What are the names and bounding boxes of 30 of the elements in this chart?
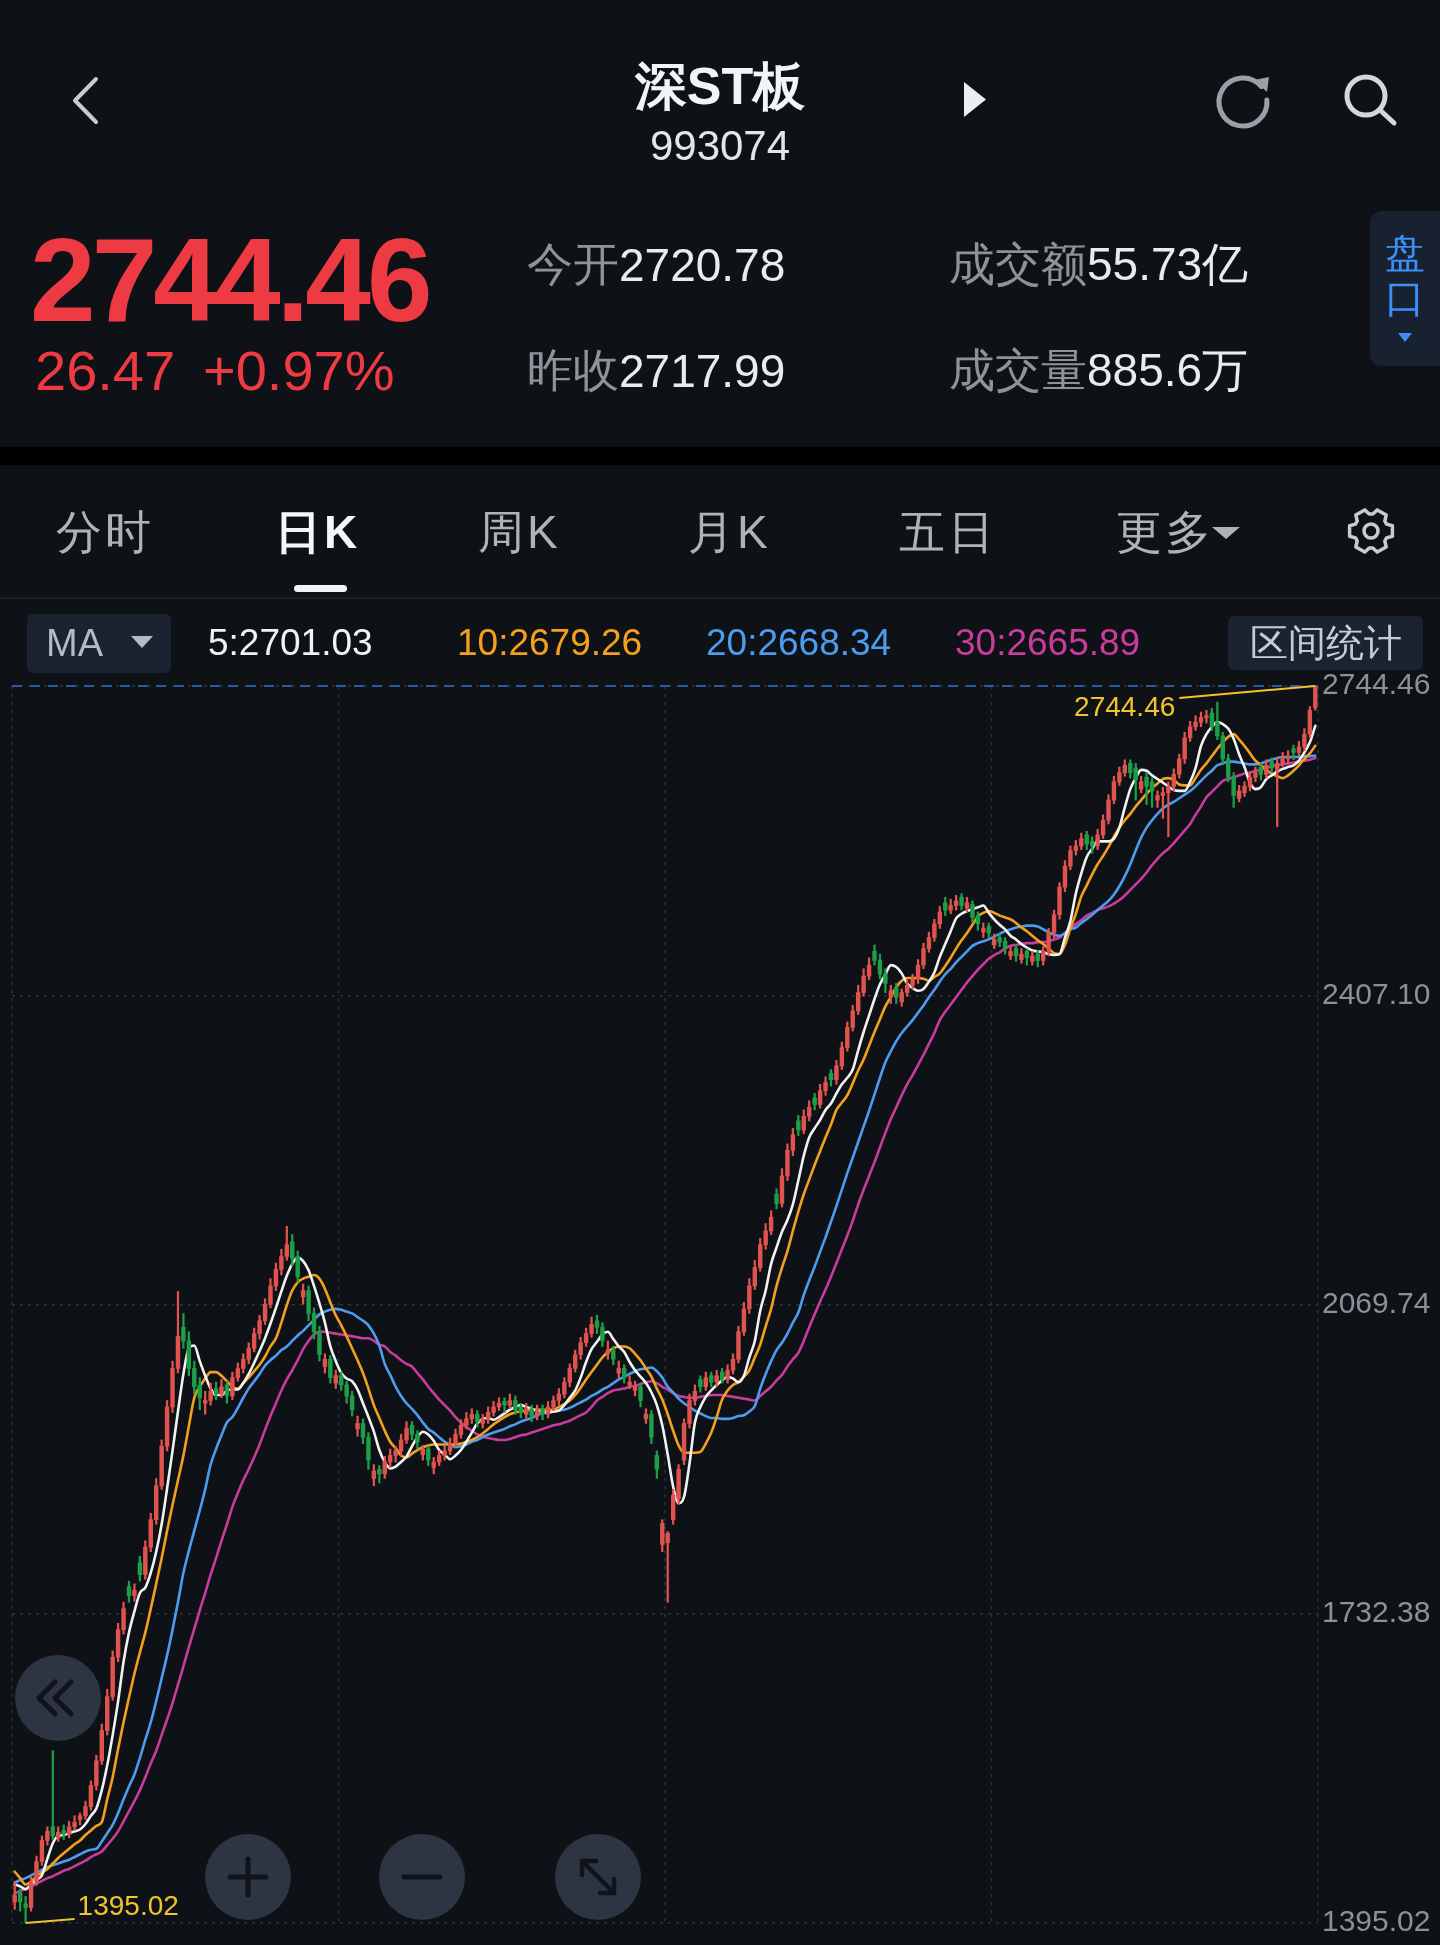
text: 日K: [275, 505, 361, 560]
text: 周K: [478, 505, 561, 560]
text: 20:2668.34: [706, 622, 892, 664]
text: 成交额: [949, 237, 1087, 292]
y-tick-label: 2069.74: [1322, 1285, 1431, 1319]
y-tick-label: 2744.46: [1322, 667, 1431, 701]
text: 2717.99: [619, 344, 786, 398]
text: 昨收: [527, 343, 619, 398]
y-tick-label: 2407.10: [1322, 976, 1431, 1010]
y-tick-label: 1732.38: [1322, 1595, 1431, 1629]
annotation: 2744.46: [1074, 690, 1176, 722]
text: 盘口: [1385, 231, 1425, 320]
text: 月K: [688, 505, 771, 560]
legend-title: MA: [46, 621, 103, 665]
text: 10:2679.26: [457, 622, 643, 664]
y-tick-label: 1395.02: [1322, 1904, 1431, 1938]
text: 成交量: [949, 343, 1087, 398]
chart-subtitle: 993074: [649, 122, 791, 170]
text: 2720.78: [619, 238, 786, 292]
text: 885.6万: [1087, 343, 1249, 398]
text: 区间统计: [1249, 620, 1402, 666]
text: 更多: [1116, 505, 1214, 560]
annotation: 1395.02: [77, 1889, 179, 1921]
text: 分时: [56, 505, 154, 560]
text: 5:2701.03: [208, 622, 373, 664]
text: 55.73亿: [1087, 237, 1249, 292]
text: 五日: [899, 505, 997, 560]
text: 30:2665.89: [955, 622, 1141, 664]
chart-title: 深ST板: [634, 56, 806, 117]
text: 今开: [527, 237, 619, 292]
